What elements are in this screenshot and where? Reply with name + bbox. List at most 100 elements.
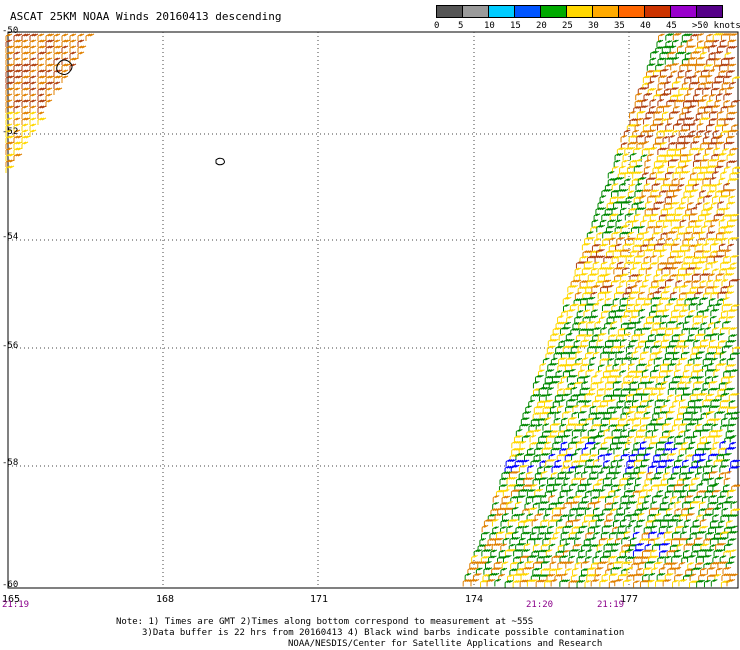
- wind-barb: [717, 152, 727, 161]
- legend-swatch: [696, 5, 723, 18]
- wind-barb: [45, 57, 53, 65]
- wind-barb: [533, 388, 542, 396]
- wind-barb: [605, 266, 615, 275]
- wind-barb: [640, 351, 649, 359]
- wind-barb: [553, 351, 565, 360]
- wind-barb: [596, 387, 606, 396]
- wind-barb: [723, 92, 733, 101]
- wind-barb: [645, 339, 656, 347]
- wind-barb: [708, 494, 718, 503]
- wind-barb: [627, 477, 636, 485]
- wind-barb: [638, 308, 646, 317]
- wind-barb: [13, 123, 21, 131]
- wind-barb: [652, 231, 661, 240]
- wind-barb: [45, 81, 55, 89]
- wind-barb: [526, 579, 538, 587]
- wind-barb: [620, 339, 627, 347]
- wind-barb: [711, 423, 719, 432]
- wind-barb: [691, 345, 703, 354]
- wind-barb: [556, 519, 563, 527]
- wind-barb: [611, 207, 619, 215]
- wind-barbs: [5, 32, 740, 588]
- wind-barb: [536, 555, 546, 564]
- wind-barb: [595, 518, 605, 527]
- wind-barb: [653, 201, 665, 209]
- wind-barb: [712, 64, 724, 72]
- wind-barb: [631, 202, 641, 210]
- wind-barb: [469, 561, 481, 569]
- wind-barb: [654, 242, 665, 251]
- wind-barb: [670, 357, 680, 366]
- wind-barb: [550, 333, 560, 341]
- wind-barb: [702, 423, 714, 431]
- wind-barb: [714, 352, 725, 360]
- wind-barb: [532, 477, 544, 486]
- wind-barb: [640, 399, 649, 408]
- wind-barb: [713, 434, 723, 443]
- wind-barb: [596, 224, 605, 233]
- wind-barb: [667, 363, 677, 371]
- wind-barb: [683, 574, 694, 582]
- wind-barb: [655, 171, 665, 179]
- wind-barb: [711, 153, 723, 162]
- wind-barb: [585, 549, 593, 557]
- time-label-left: 21:19: [2, 600, 30, 610]
- wind-barb: [704, 213, 712, 221]
- wind-barb: [657, 98, 665, 107]
- wind-barb: [13, 45, 23, 53]
- wind-barb: [656, 327, 668, 335]
- legend-label: 0: [434, 21, 440, 31]
- wind-barb: [707, 501, 719, 510]
- wind-barb: [597, 291, 609, 299]
- wind-barb: [612, 560, 624, 569]
- wind-barb: [579, 280, 591, 288]
- wind-barb: [611, 394, 622, 402]
- wind-barb: [616, 399, 626, 408]
- wind-barb: [724, 412, 734, 420]
- wind-barb: [640, 327, 652, 335]
- wind-barb: [687, 399, 697, 408]
- wind-barb: [704, 219, 713, 228]
- wind-barb: [697, 465, 704, 474]
- wind-barb: [720, 32, 732, 41]
- wind-barb: [507, 518, 519, 527]
- wind-barb: [622, 243, 634, 251]
- wind-barb: [709, 183, 719, 192]
- wind-barb: [538, 549, 549, 557]
- wind-barb: [592, 514, 602, 522]
- wind-barb: [488, 555, 497, 563]
- lon-label-174: 174: [465, 594, 484, 605]
- wind-barb: [664, 573, 674, 581]
- wind-barb: [570, 501, 580, 509]
- wind-barb: [61, 75, 69, 83]
- wind-barb: [472, 573, 482, 581]
- wind-barb: [5, 111, 15, 119]
- wind-barb: [548, 380, 560, 389]
- wind-barb: [630, 537, 637, 545]
- wind-barb: [716, 346, 723, 354]
- wind-barb: [636, 141, 648, 150]
- wind-barb: [656, 302, 664, 311]
- wind-barb: [483, 567, 493, 575]
- wind-barb: [561, 434, 571, 443]
- wind-barb: [639, 284, 648, 293]
- wind-barb: [480, 555, 490, 564]
- wind-barb: [706, 279, 714, 288]
- wind-barb: [672, 32, 682, 41]
- wind-barb: [523, 543, 531, 551]
- wind-barb: [21, 75, 31, 83]
- wind-barb: [649, 74, 659, 83]
- wind-barb: [683, 99, 694, 108]
- wind-barb: [21, 141, 29, 149]
- wind-barb: [704, 147, 714, 155]
- wind-barb: [633, 254, 645, 263]
- wind-barb: [634, 321, 642, 329]
- wind-barb: [626, 303, 635, 312]
- lat-label-52: -52: [2, 127, 19, 137]
- wind-barb: [652, 290, 662, 299]
- wind-barb: [678, 128, 690, 137]
- wind-barb: [633, 524, 643, 533]
- wind-barb: [617, 458, 624, 467]
- wind-barb: [616, 531, 628, 539]
- time-label-middle: 21:20: [526, 600, 554, 610]
